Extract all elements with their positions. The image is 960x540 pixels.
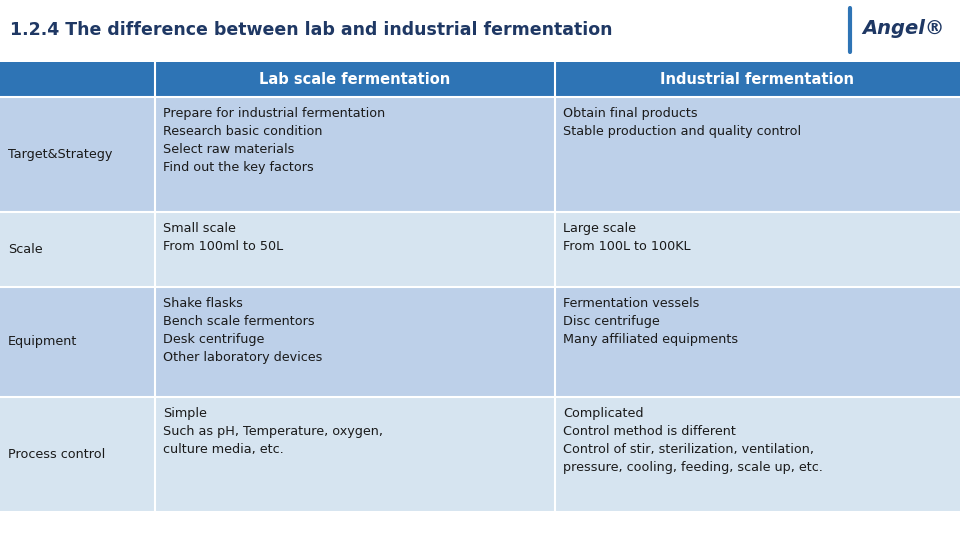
Bar xyxy=(555,397,960,512)
Bar xyxy=(555,212,960,287)
Text: Prepare for industrial fermentation
Research basic condition
Select raw material: Prepare for industrial fermentation Rese… xyxy=(163,107,385,174)
Bar xyxy=(555,287,960,397)
Bar xyxy=(555,62,960,97)
Text: Industrial fermentation: Industrial fermentation xyxy=(660,72,854,87)
Text: Simple
Such as pH, Temperature, oxygen,
culture media, etc.: Simple Such as pH, Temperature, oxygen, … xyxy=(163,407,383,456)
Text: Large scale
From 100L to 100KL: Large scale From 100L to 100KL xyxy=(563,222,690,253)
Text: Scale: Scale xyxy=(8,243,42,256)
Text: 1.2.4 The difference between lab and industrial fermentation: 1.2.4 The difference between lab and ind… xyxy=(10,21,612,39)
Bar xyxy=(155,62,555,97)
Bar xyxy=(0,97,155,212)
Text: Complicated
Control method is different
Control of stir, sterilization, ventilat: Complicated Control method is different … xyxy=(563,407,823,474)
Bar xyxy=(555,97,960,212)
Text: Angel®: Angel® xyxy=(863,18,945,37)
Text: Target&Strategy: Target&Strategy xyxy=(8,148,112,161)
Bar xyxy=(155,397,555,512)
Bar xyxy=(0,397,155,512)
Bar xyxy=(0,62,155,97)
Text: Equipment: Equipment xyxy=(8,335,78,348)
Bar xyxy=(0,212,155,287)
Bar xyxy=(155,212,555,287)
Text: Shake flasks
Bench scale fermentors
Desk centrifuge
Other laboratory devices: Shake flasks Bench scale fermentors Desk… xyxy=(163,297,323,364)
Text: Fermentation vessels
Disc centrifuge
Many affiliated equipments: Fermentation vessels Disc centrifuge Man… xyxy=(563,297,738,346)
Text: Lab scale fermentation: Lab scale fermentation xyxy=(259,72,450,87)
Bar xyxy=(155,97,555,212)
Bar xyxy=(155,287,555,397)
Text: Process control: Process control xyxy=(8,448,106,461)
Text: Obtain final products
Stable production and quality control: Obtain final products Stable production … xyxy=(563,107,802,138)
Bar xyxy=(0,287,155,397)
Text: Small scale
From 100ml to 50L: Small scale From 100ml to 50L xyxy=(163,222,283,253)
